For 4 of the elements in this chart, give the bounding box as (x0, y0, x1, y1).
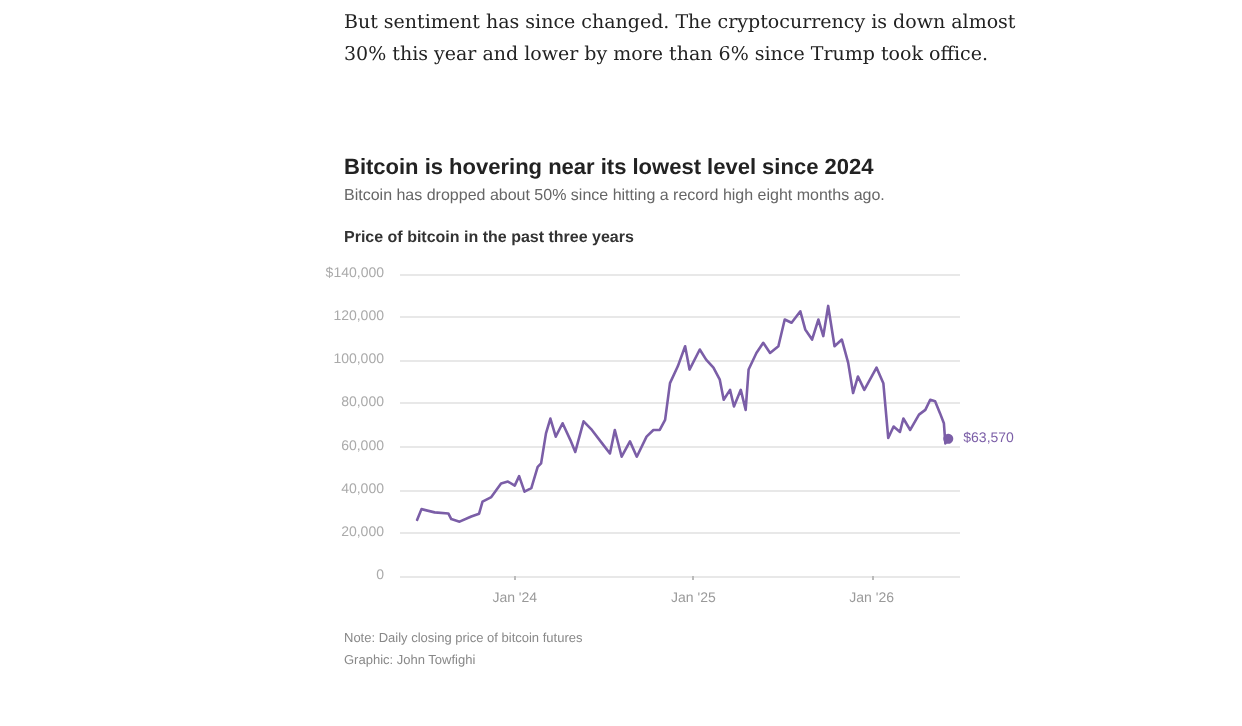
y-axis-title: Price of bitcoin in the past three years (344, 228, 636, 246)
text: But sentiment has since changed. The cryptocurrency is down almost 30% this year and lower by more than 6% since Trump took office. (344, 10, 1018, 70)
chart-title: Bitcoin is hovering near its lowest level since 2024 (344, 156, 876, 180)
chart-subtitle: Bitcoin has dropped about 50% since hitting a record high eight months ago. (344, 186, 887, 204)
